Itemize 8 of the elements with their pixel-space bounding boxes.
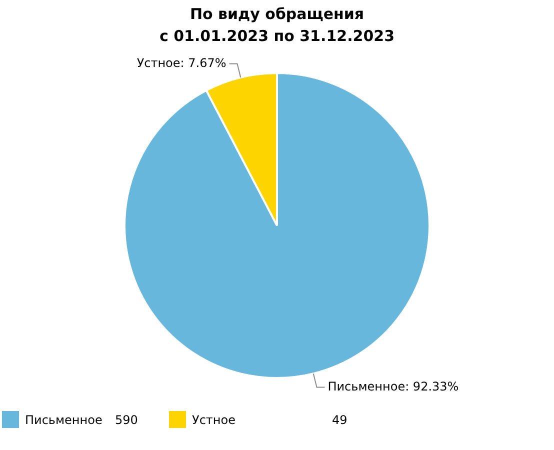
chart-title: По виду обращения	[190, 4, 364, 23]
legend-label: Устное	[192, 412, 236, 426]
data-label: Письменное: 92.33%	[328, 379, 459, 394]
chart-subtitle: с 01.01.2023 по 31.12.2023	[159, 26, 395, 45]
data-label: Устное: 7.67%	[136, 56, 226, 70]
legend-label: Письменное	[25, 412, 104, 426]
text: 590	[115, 412, 139, 426]
text: 49	[332, 412, 348, 426]
